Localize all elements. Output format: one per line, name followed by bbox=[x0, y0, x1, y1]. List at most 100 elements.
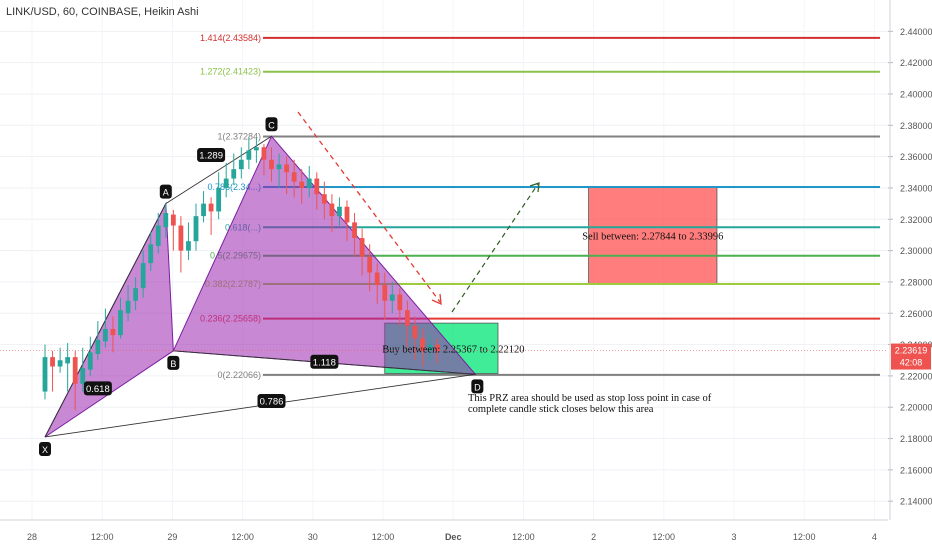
point-label-a: A bbox=[163, 188, 169, 198]
candle-body bbox=[337, 206, 342, 217]
projected-down-arrow bbox=[297, 111, 441, 303]
ratio-label-badge bbox=[83, 381, 112, 396]
price-tick-label: 2.18000 bbox=[900, 434, 932, 444]
price-tick-label: 2.32000 bbox=[900, 215, 932, 225]
price-tick-label: 2.14000 bbox=[900, 497, 932, 507]
price-tick-label: 2.44000 bbox=[900, 27, 932, 37]
candle-body bbox=[42, 357, 48, 392]
candle-body bbox=[276, 164, 282, 170]
candle-body bbox=[359, 238, 365, 257]
candle-body bbox=[284, 164, 289, 173]
ratio-label: 1.118 bbox=[313, 357, 336, 368]
last-price-badge bbox=[891, 343, 931, 370]
candle-body bbox=[397, 294, 403, 311]
candle-body bbox=[367, 256, 373, 273]
candle-body bbox=[208, 203, 214, 212]
candle-body bbox=[246, 150, 252, 160]
candle-body bbox=[155, 225, 161, 246]
bar-countdown: 42:08 bbox=[900, 358, 923, 368]
symbol-title: LINK/USD, 60, COINBASE, Heikin Ashi bbox=[6, 6, 199, 18]
candle-body bbox=[321, 194, 327, 204]
prz-note-line-2: complete candle stick closes below this … bbox=[468, 404, 654, 415]
candle-body bbox=[72, 357, 78, 384]
ratio-label-badge bbox=[197, 148, 226, 163]
candle-body bbox=[133, 288, 138, 301]
time-tick-label: 12:00 bbox=[653, 532, 676, 542]
price-tick-label: 2.36000 bbox=[900, 152, 932, 162]
candle-body bbox=[374, 272, 380, 286]
point-label-badge bbox=[167, 355, 180, 370]
candle-body bbox=[412, 325, 418, 339]
candle-body bbox=[57, 360, 63, 367]
point-label-badge bbox=[39, 441, 51, 456]
candle-body bbox=[186, 241, 191, 251]
sell-zone-text: Sell between: 2.27844 to 2.33996 bbox=[582, 231, 723, 242]
price-tick-label: 2.26000 bbox=[900, 309, 932, 319]
time-tick-label: 12:00 bbox=[793, 532, 816, 542]
prz-note-line-1: This PRZ area should be used as stop los… bbox=[468, 393, 712, 404]
ratio-label: 1.289 bbox=[199, 151, 223, 162]
candle-body bbox=[65, 357, 71, 364]
candle-body bbox=[223, 178, 229, 188]
ratio-label: 0.618 bbox=[86, 384, 110, 395]
point-label-x: X bbox=[42, 445, 48, 455]
time-tick-label: 12:00 bbox=[372, 532, 395, 542]
time-axis[interactable]: 28 12:00 29 12:00 30 12:00 Dec 12:00 2 12:00 3 12:0… bbox=[0, 519, 888, 542]
fib-level-label: 1(2.37284) bbox=[217, 132, 261, 142]
candle-body bbox=[352, 222, 357, 239]
candle-body bbox=[80, 368, 86, 384]
candle-body bbox=[261, 147, 267, 160]
fib-level-label: 0(2.22066) bbox=[217, 370, 261, 380]
candle-body bbox=[435, 344, 440, 351]
candle-body bbox=[269, 159, 274, 170]
point-label-badge bbox=[471, 379, 484, 394]
candle-body bbox=[314, 178, 320, 195]
buy-zone-text: Buy between: 2.25367 to 2.22120 bbox=[382, 344, 524, 355]
price-tick-label: 2.28000 bbox=[900, 277, 932, 287]
chart-labels: X A B C D 0.618 1.289 1.118 0.786 Sell between: 2… bbox=[39, 117, 723, 456]
fib-level-label: 1.272(2.41423) bbox=[200, 67, 261, 77]
sell-zone-box bbox=[588, 186, 718, 285]
ratio-label-badge bbox=[257, 393, 286, 408]
time-tick-label: Dec bbox=[445, 532, 462, 542]
price-tick-label: 2.20000 bbox=[900, 403, 932, 413]
candle-body bbox=[201, 203, 206, 217]
candle-body bbox=[125, 300, 131, 314]
time-tick-label: 12:00 bbox=[91, 532, 114, 542]
candle-body bbox=[87, 352, 93, 370]
price-axis[interactable]: 2.140002.160002.180002.200002.220002.240… bbox=[0, 0, 932, 520]
candle-body bbox=[306, 178, 312, 188]
candle-body bbox=[140, 263, 146, 289]
plot-background bbox=[0, 0, 888, 520]
price-tick-label: 2.42000 bbox=[900, 58, 932, 68]
candle-body bbox=[50, 357, 55, 367]
candle-body bbox=[163, 213, 169, 228]
candle-body bbox=[238, 159, 244, 170]
time-tick-label: 30 bbox=[308, 532, 318, 542]
projected-up-arrow bbox=[451, 183, 539, 313]
candle-body bbox=[291, 172, 297, 182]
ratio-label: 0.786 bbox=[260, 396, 284, 407]
last-price-value: 2.23619 bbox=[895, 346, 928, 356]
point-label-b: B bbox=[170, 359, 176, 369]
ratio-label-badge bbox=[310, 354, 339, 369]
price-tick-label: 2.40000 bbox=[900, 89, 932, 99]
candle-body bbox=[178, 225, 184, 251]
candle-body bbox=[405, 310, 410, 326]
time-tick-label: 12:00 bbox=[512, 532, 535, 542]
candle-body bbox=[231, 169, 237, 179]
candle-body bbox=[420, 338, 425, 351]
point-label-badge bbox=[159, 184, 172, 199]
candle-body bbox=[148, 244, 154, 264]
candle-body bbox=[299, 181, 305, 188]
candle-body bbox=[389, 294, 395, 301]
projection-arrows bbox=[297, 111, 540, 313]
point-label-c: C bbox=[268, 120, 275, 130]
pattern-leg-line bbox=[165, 135, 272, 204]
point-label-badge bbox=[265, 117, 278, 132]
candle-body bbox=[382, 285, 388, 301]
candle-body bbox=[103, 328, 108, 342]
price-tick-label: 2.30000 bbox=[900, 246, 932, 256]
price-tick-label: 2.16000 bbox=[900, 465, 932, 475]
